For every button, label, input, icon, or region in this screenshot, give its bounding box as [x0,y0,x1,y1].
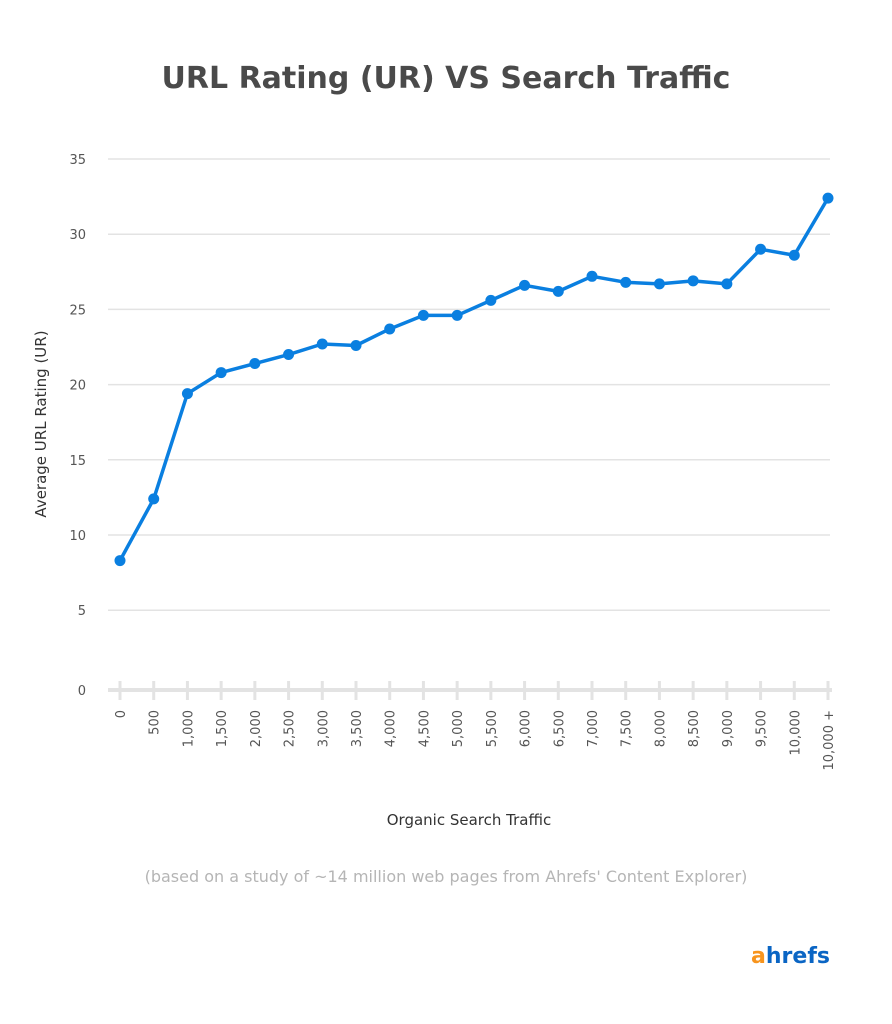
y-tick-label: 20 [69,379,86,394]
x-tick-label: 4,000 [384,710,399,747]
x-axis-label: Organic Search Traffic [387,811,551,829]
svg-text:ahrefs: ahrefs [751,944,830,969]
data-point [114,555,126,567]
y-tick-label: 10 [69,529,86,544]
data-point [586,270,598,282]
data-point [788,249,800,261]
source-note: (based on a study of ~14 million web pag… [145,867,748,886]
data-point [620,276,632,288]
data-point [822,192,834,204]
data-point [384,323,396,335]
x-tick-label: 2,000 [249,710,264,747]
x-tick-label: 2,500 [283,710,298,747]
data-point [316,338,328,350]
data-point [148,493,160,505]
data-point [451,309,463,321]
data-point [181,388,193,400]
x-tick-label: 8,500 [687,710,702,747]
data-point [687,275,699,287]
data-point [215,367,227,379]
x-tick-label: 7,000 [586,710,601,747]
x-tick-label: 5,500 [485,710,500,747]
data-point [283,349,295,361]
x-tick-label: 1,500 [215,710,230,747]
x-tick-label: 5,000 [451,710,466,747]
ahrefs-logo: ahrefs [751,944,830,969]
y-axis-label: Average URL Rating (UR) [32,330,50,517]
data-point [417,309,429,321]
x-tick-label: 6,500 [552,710,567,747]
logo-rest: hrefs [766,944,830,969]
data-point [755,243,767,255]
x-tick-label: 4,500 [417,710,432,747]
x-tick-label: 8,000 [653,710,668,747]
series-line [118,197,830,562]
y-tick-label: 35 [69,153,86,168]
y-tick-label: 0 [78,684,86,699]
x-tick-label: 10,000 + [822,710,837,771]
x-tick-label: 10,000 [788,710,803,756]
y-tick-label: 25 [69,303,86,318]
x-tick-label: 500 [148,710,163,735]
logo-a: a [751,944,766,969]
x-tick-label: 7,500 [620,710,635,747]
data-point [485,294,497,306]
y-tick-label: 5 [78,604,86,619]
y-tick-label: 30 [69,228,86,243]
chart-title: URL Rating (UR) VS Search Traffic [162,61,731,96]
data-point [552,285,564,297]
x-tick-label: 1,000 [181,710,196,747]
data-point [249,358,261,370]
x-tick-label: 3,500 [350,710,365,747]
data-point [350,339,362,351]
x-tick-label: 6,000 [519,710,534,747]
data-point [721,278,733,290]
x-tick-label: 3,000 [316,710,331,747]
y-tick-label: 15 [69,454,86,469]
x-tick-label: 9,000 [721,710,736,747]
x-tick-label: 0 [114,710,129,718]
data-point [653,278,665,290]
data-point [519,279,531,291]
x-tick-label: 9,500 [755,710,770,747]
